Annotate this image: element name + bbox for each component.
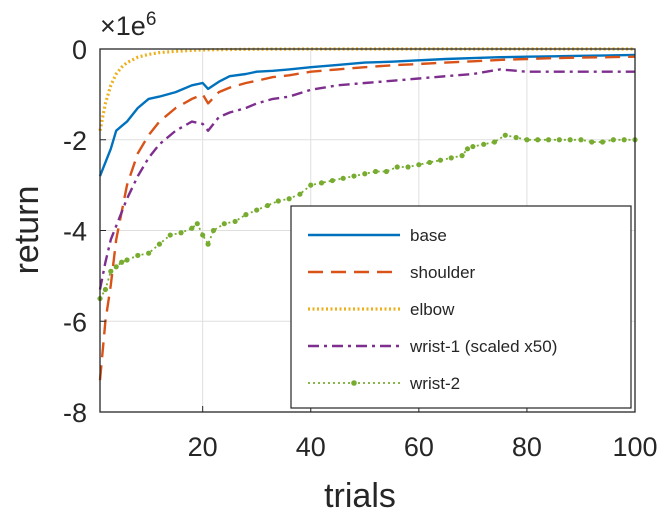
- data-point: [513, 134, 519, 141]
- data-point: [599, 139, 606, 145]
- data-point: [394, 164, 400, 170]
- x-tick-label: 20: [188, 432, 218, 462]
- data-point: [427, 159, 433, 166]
- data-point: [194, 221, 200, 227]
- legend-label: shoulder: [410, 263, 476, 282]
- data-point: [232, 218, 238, 225]
- data-point: [297, 191, 303, 197]
- data-point: [362, 171, 368, 177]
- x-axis-label: trials: [324, 477, 396, 515]
- series-line: [98, 55, 636, 381]
- data-point: [264, 202, 271, 209]
- legend-box: [290, 205, 632, 409]
- data-point: [535, 137, 541, 143]
- data-point: [243, 212, 249, 218]
- data-point: [491, 139, 498, 145]
- y-tick-label: -2: [63, 126, 87, 156]
- y-axis-multiplier-exponent: 6: [146, 9, 157, 30]
- data-point: [308, 182, 314, 188]
- data-point: [167, 232, 173, 238]
- data-point: [459, 153, 465, 159]
- legend-entry: wrist-1 (scaled x50): [308, 337, 557, 356]
- legend-label: wrist-2: [409, 374, 460, 393]
- x-tick-label: 40: [296, 432, 326, 462]
- data-point: [373, 168, 379, 175]
- data-point: [340, 175, 346, 181]
- data-point: [205, 241, 211, 247]
- data-point: [556, 137, 562, 143]
- data-point: [108, 268, 114, 274]
- data-point: [200, 232, 206, 238]
- x-tick-label: 60: [404, 432, 434, 462]
- data-point: [329, 177, 335, 184]
- data-point: [481, 141, 487, 147]
- series-line: [98, 53, 636, 177]
- legend-entry: elbow: [308, 300, 455, 319]
- data-point: [156, 241, 163, 247]
- legend-entry: shoulder: [308, 263, 476, 282]
- series-4: [97, 132, 638, 302]
- legend-entry: base: [308, 226, 447, 245]
- data-point: [286, 196, 292, 202]
- data-point: [351, 173, 357, 179]
- data-point: [464, 146, 471, 152]
- data-point: [545, 137, 552, 143]
- axis-ticks: 20 40 60 80 100 0 -2 -4 -6 -8: [63, 35, 658, 462]
- data-point: [567, 137, 573, 143]
- data-point: [318, 180, 325, 186]
- data-point: [470, 143, 476, 150]
- data-point: [124, 257, 130, 263]
- data-point: [189, 225, 195, 231]
- legend-label: elbow: [410, 300, 455, 319]
- data-point: [102, 286, 109, 293]
- legend: base shoulder elbow wrist-1 (scaled x50) wri…: [290, 205, 632, 409]
- y-tick-label: 0: [72, 35, 87, 65]
- legend-entry: wrist-2: [308, 374, 460, 393]
- data-point: [178, 230, 184, 236]
- legend-marker: [351, 380, 357, 386]
- data-point: [254, 207, 260, 213]
- data-point: [113, 264, 119, 270]
- y-axis-label: return: [8, 186, 46, 275]
- data-point: [146, 250, 152, 256]
- legend-label: base: [410, 226, 447, 245]
- data-point: [524, 137, 530, 143]
- y-tick-label: -4: [63, 217, 87, 247]
- data-point: [210, 227, 217, 234]
- series-0: [98, 53, 636, 177]
- series-line: [98, 68, 635, 290]
- data-point: [383, 168, 390, 175]
- data-point: [589, 139, 595, 145]
- data-point: [448, 155, 454, 161]
- y-axis-multiplier: ×1e6: [100, 9, 156, 41]
- data-point: [416, 162, 422, 168]
- data-point: [621, 137, 627, 143]
- y-tick-label: -8: [63, 398, 87, 428]
- series-3: [98, 68, 635, 290]
- data-point: [275, 198, 281, 204]
- data-point: [437, 157, 444, 163]
- data-point: [578, 137, 584, 143]
- data-point: [610, 137, 616, 143]
- x-tick-label: 100: [612, 432, 657, 462]
- x-tick-label: 80: [512, 432, 542, 462]
- data-point: [405, 164, 411, 170]
- data-point: [135, 252, 141, 259]
- y-tick-label: -6: [63, 307, 87, 337]
- data-point: [221, 221, 227, 227]
- legend-label: wrist-1 (scaled x50): [409, 337, 557, 356]
- series-lines: [97, 47, 638, 381]
- data-point: [502, 132, 508, 138]
- data-point: [119, 259, 125, 265]
- series-1: [98, 55, 636, 381]
